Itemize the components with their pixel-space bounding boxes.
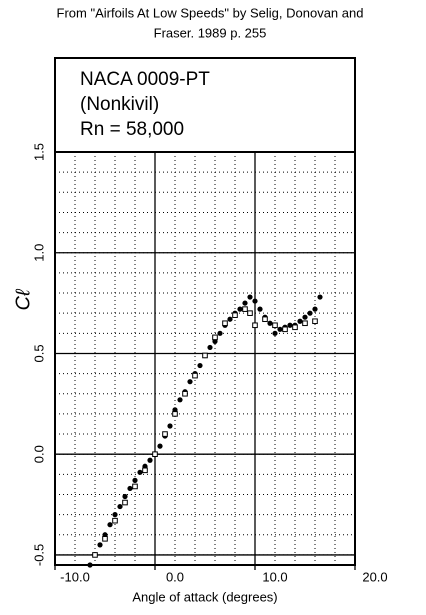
- data-point: [92, 552, 98, 558]
- data-point: [182, 390, 188, 397]
- data-point: [277, 326, 283, 332]
- annotation: (Nonkivil): [80, 94, 159, 115]
- data-point: [232, 312, 238, 318]
- data-point: [137, 469, 143, 475]
- x-tick-label: -10.0: [60, 569, 90, 584]
- data-point: [177, 397, 183, 403]
- x-axis-label: Angle of attack (degrees): [132, 589, 277, 604]
- y-tick-label: 0.5: [31, 344, 46, 362]
- y-tick-label: -0.5: [31, 544, 46, 566]
- y-axis-label: Cℓ: [12, 288, 34, 310]
- data-point: [247, 310, 253, 316]
- data-point: [297, 318, 303, 324]
- data-point: [207, 344, 213, 351]
- data-point: [127, 485, 133, 492]
- plot-frame: [54, 151, 356, 566]
- data-point: [152, 451, 158, 457]
- data-point: [227, 316, 233, 322]
- data-point: [112, 517, 118, 524]
- data-point: [192, 372, 198, 379]
- annotation: NACA 0009-PT: [80, 69, 210, 90]
- y-tick-label: 1.0: [31, 244, 46, 262]
- x-tick-label: 20.0: [362, 569, 387, 584]
- data-point: [247, 294, 253, 300]
- data-point: [242, 300, 248, 306]
- data-point: [197, 362, 203, 369]
- data-point: [157, 443, 163, 449]
- data-point: [312, 306, 318, 312]
- data-point: [237, 306, 243, 312]
- data-point: [132, 477, 138, 483]
- data-point: [212, 334, 218, 341]
- data-point: [107, 522, 113, 528]
- data-point: [222, 320, 228, 327]
- title-line: From "Airfoils At Low Speeds" by Selig, …: [57, 5, 364, 20]
- data-point: [292, 324, 298, 331]
- data-point: [172, 411, 178, 417]
- data-point: [302, 320, 308, 327]
- data-point: [87, 562, 93, 568]
- data-point: [112, 512, 118, 518]
- data-point: [307, 310, 313, 316]
- title-line: Fraser. 1989 p. 255: [154, 25, 267, 40]
- data-point: [272, 330, 278, 336]
- data-point: [312, 318, 318, 325]
- data-point: [257, 306, 263, 312]
- data-point: [252, 298, 258, 304]
- data-point: [167, 423, 173, 429]
- x-tick-label: 0.0: [166, 569, 184, 584]
- data-point: [117, 503, 123, 510]
- data-point: [262, 316, 268, 323]
- data-point: [287, 322, 293, 328]
- y-tick-label: 1.5: [31, 143, 46, 161]
- data-point: [242, 306, 248, 312]
- data-point: [272, 322, 278, 329]
- data-point: [282, 326, 288, 333]
- annotation: Rn = 58,000: [80, 119, 184, 140]
- data-point: [317, 294, 323, 300]
- data-point: [162, 431, 168, 437]
- data-point: [122, 493, 128, 500]
- x-tick-label: 10.0: [262, 569, 287, 584]
- data-point: [302, 314, 308, 320]
- data-point: [187, 379, 193, 385]
- data-point: [132, 483, 138, 490]
- data-point: [217, 330, 223, 336]
- data-point: [102, 536, 108, 542]
- y-tick-label: 0.0: [31, 445, 46, 463]
- data-point: [252, 322, 258, 329]
- data-point: [267, 320, 273, 326]
- data-point: [142, 467, 148, 474]
- data-point: [97, 542, 103, 548]
- data-point: [122, 499, 128, 506]
- data-point: [147, 457, 153, 463]
- data-point: [202, 352, 208, 359]
